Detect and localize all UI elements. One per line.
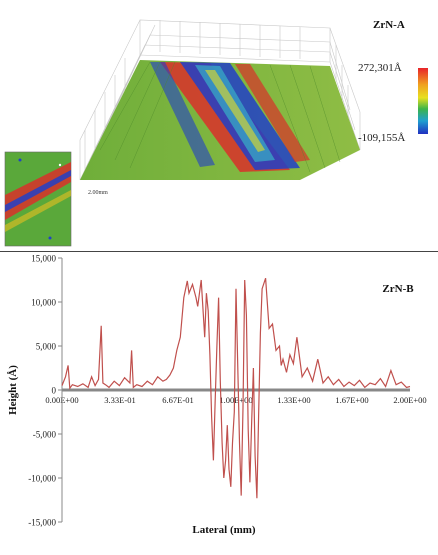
y-axis-label: Height (Å) — [7, 365, 19, 415]
panel-a-3d-surface: 2.00mm 272,301Å -109,155Å ZrN-A — [0, 0, 438, 252]
x-tick-label: 6.67E-01 — [162, 395, 193, 405]
surface-plot-svg: 2.00mm 272,301Å -109,155Å ZrN-A — [4, 19, 428, 247]
chart-title: ZrN-B — [382, 283, 414, 295]
panel-a-title: ZrN-A — [373, 19, 405, 31]
surface-mesh — [80, 60, 360, 180]
panel-b-profile-chart: 15,000 10,000 5,000 0 -5,000 -10,000 -15,000 0… — [0, 252, 438, 550]
x-tick-label: 1.33E+00 — [277, 395, 310, 405]
y-axis-ticks: 15,000 10,000 5,000 0 -5,000 -10,000 -15,000 — [28, 254, 62, 528]
color-scale-bar — [418, 68, 428, 134]
scale-max-label: 272,301Å — [358, 62, 402, 74]
y-tick-label: -5,000 — [33, 430, 57, 440]
height-profile-line — [61, 278, 411, 499]
x-tick-label: 1.67E+00 — [335, 395, 368, 405]
x-axis-label: Lateral (mm) — [192, 524, 256, 536]
y-tick-label: 15,000 — [31, 254, 56, 264]
profile-chart-svg: 15,000 10,000 5,000 0 -5,000 -10,000 -15,000 0… — [7, 254, 427, 537]
surface-axis-label: 2.00mm — [88, 190, 108, 196]
y-tick-label: 0 — [52, 386, 57, 396]
bounding-box-grid — [79, 19, 361, 181]
x-tick-label: 2.00E+00 — [393, 395, 426, 405]
y-tick-label: 5,000 — [36, 342, 57, 352]
x-tick-label: 3.33E-01 — [104, 395, 135, 405]
y-tick-label: -10,000 — [28, 474, 56, 484]
scale-min-label: -109,155Å — [358, 132, 405, 144]
y-tick-label: 10,000 — [31, 298, 56, 308]
x-axis-ticks: 0.00E+00 3.33E-01 6.67E-01 1.00E+00 1.33E+00… — [45, 395, 426, 405]
x-tick-label: 1.00E+00 — [219, 395, 252, 405]
inset-thumbnail — [4, 151, 72, 247]
y-tick-label: -15,000 — [28, 518, 56, 528]
